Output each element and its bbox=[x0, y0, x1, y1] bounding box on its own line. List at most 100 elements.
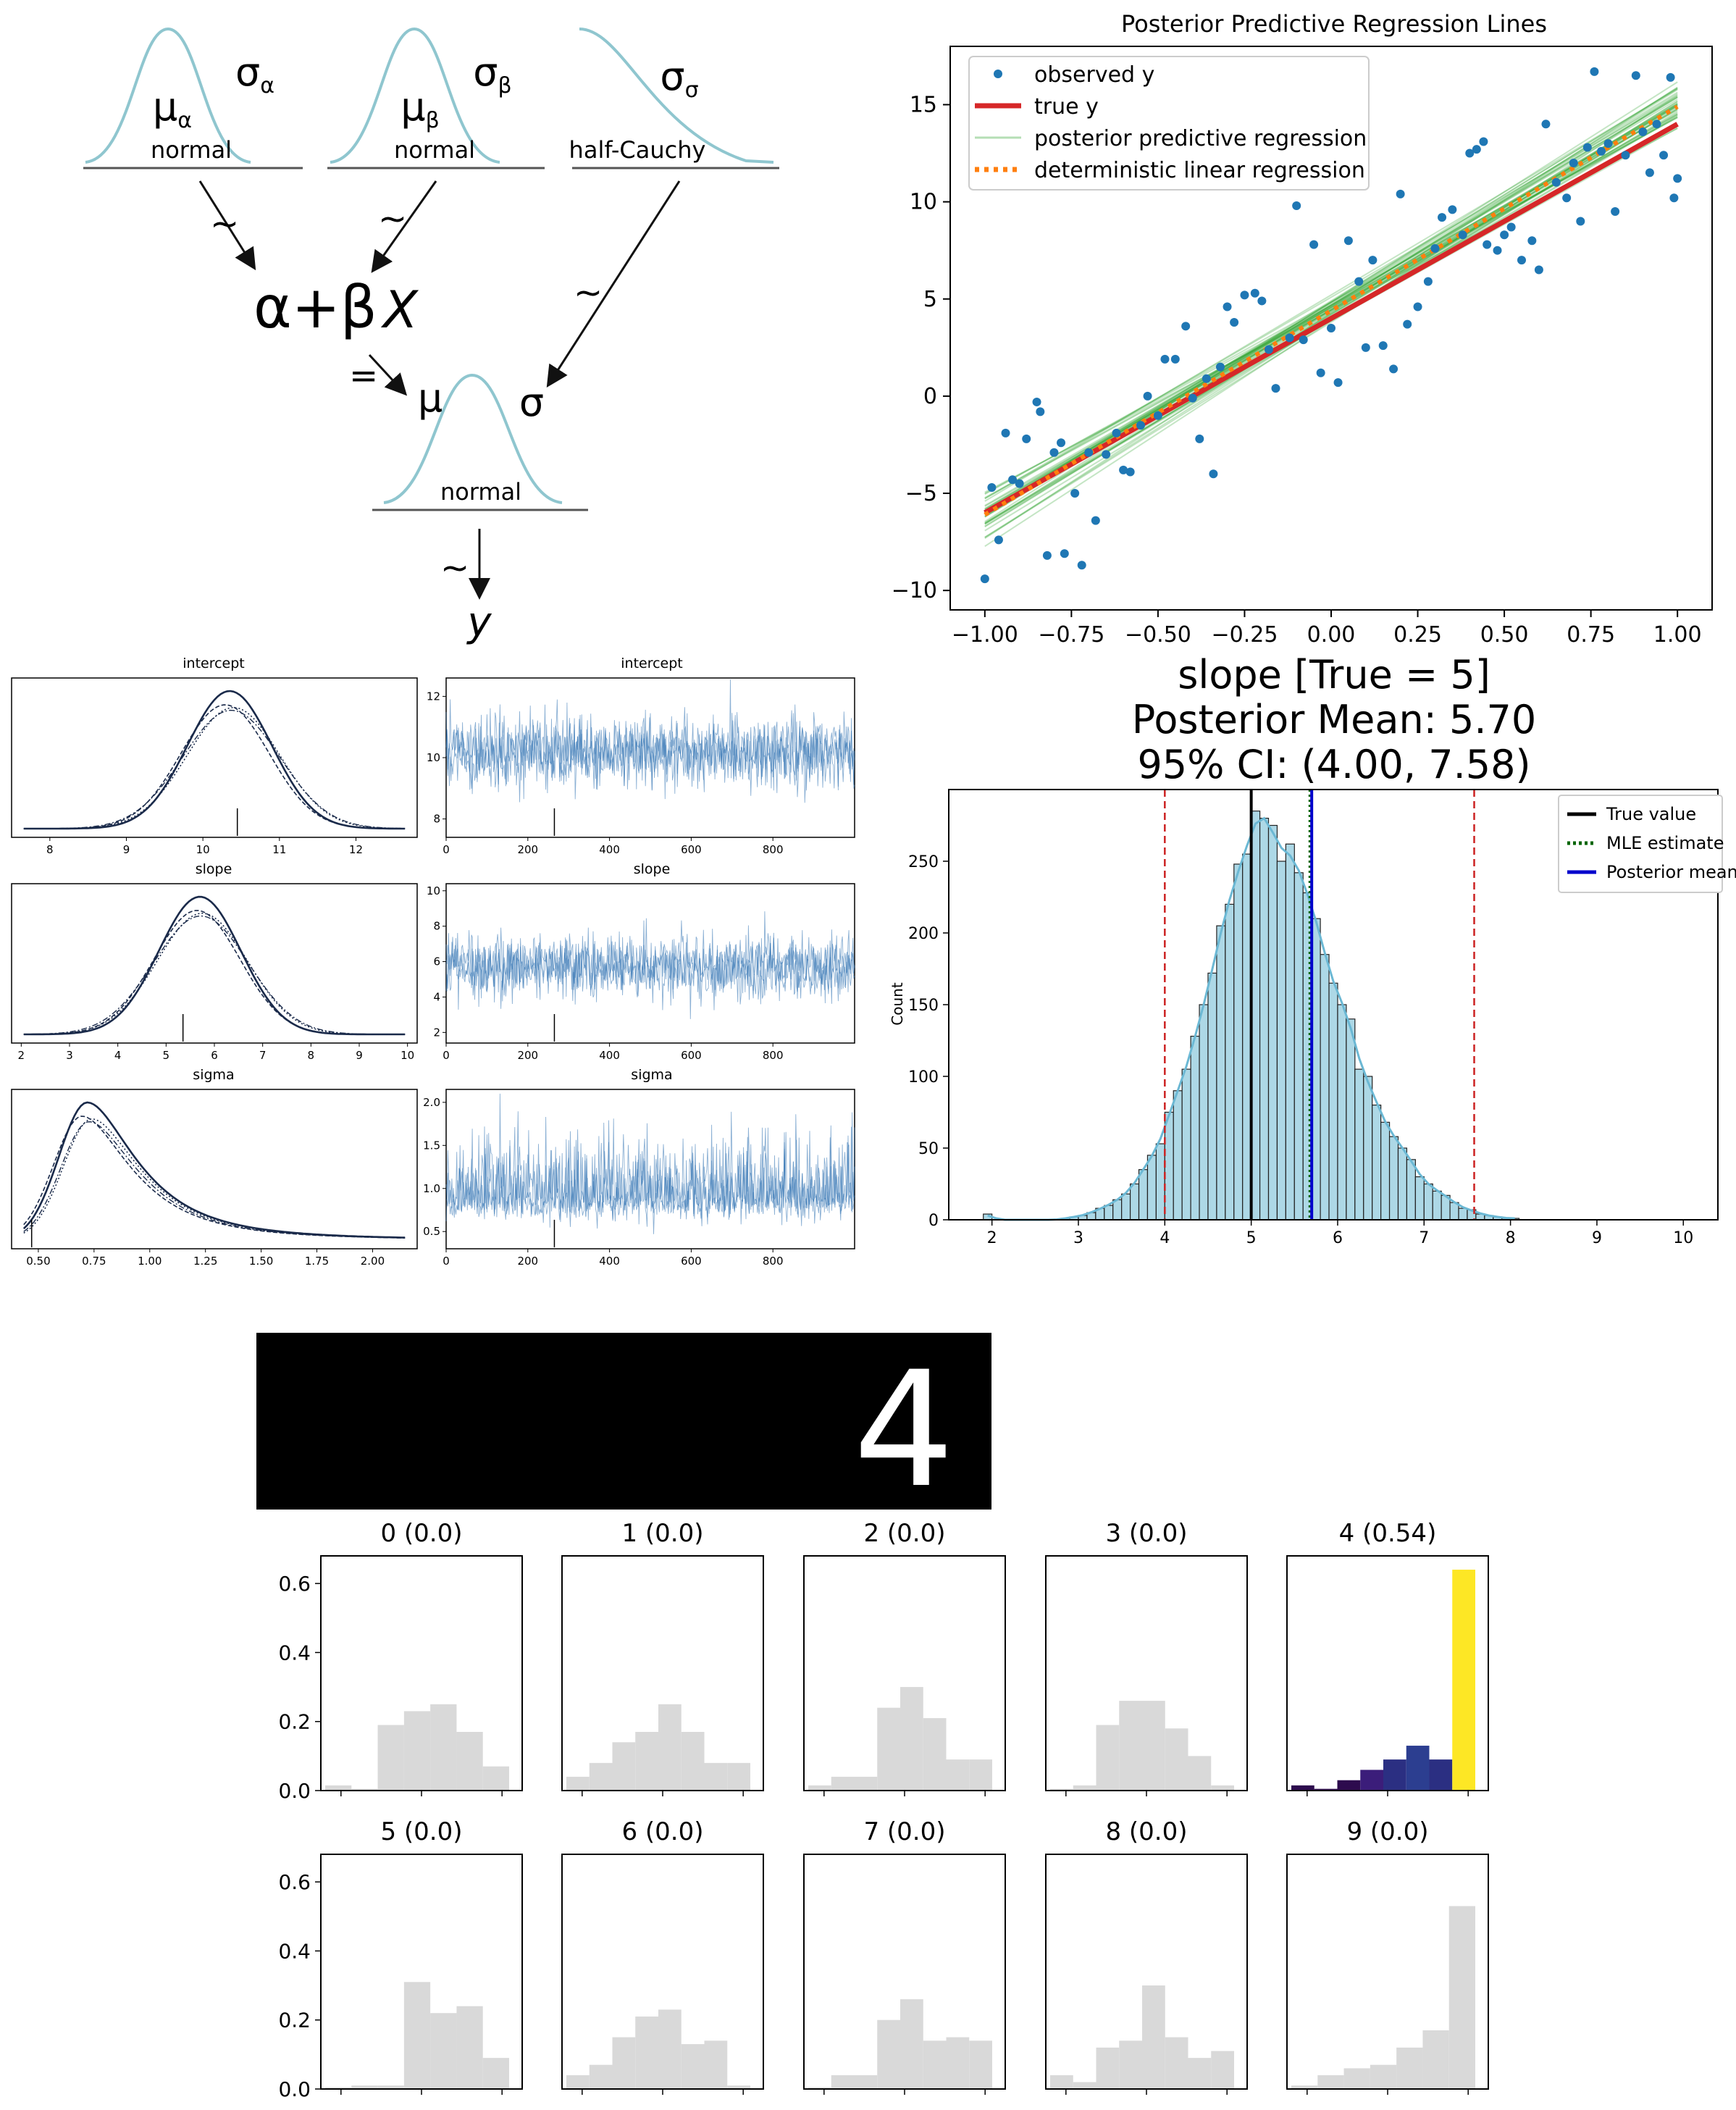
trace-density-xtick-label: 10 bbox=[401, 1049, 414, 1062]
trace-density-xtick-label: 9 bbox=[123, 843, 130, 856]
prediction-bar bbox=[658, 1704, 682, 1791]
prediction-panel-title: 7 (0.0) bbox=[863, 1817, 945, 1846]
hist-xtick-label: 7 bbox=[1419, 1229, 1429, 1247]
prediction-bar bbox=[877, 1707, 900, 1791]
hist-bar bbox=[1259, 817, 1270, 1221]
prediction-ytick-label: 0.4 bbox=[278, 1939, 311, 1963]
tilde-alpha: ~ bbox=[210, 204, 239, 244]
hist-bar bbox=[1267, 824, 1278, 1221]
observed-point bbox=[1202, 374, 1211, 383]
prediction-bar bbox=[1073, 1785, 1096, 1791]
prediction-bar bbox=[923, 1717, 947, 1791]
hist-bar bbox=[1155, 1143, 1165, 1221]
observed-point bbox=[1479, 137, 1488, 146]
prediction-bar bbox=[877, 2019, 900, 2089]
observed-point bbox=[1102, 450, 1111, 459]
prediction-bar bbox=[1165, 2037, 1188, 2089]
prediction-bar bbox=[946, 1759, 970, 1791]
prediction-bar bbox=[1119, 2040, 1142, 2089]
prediction-bar bbox=[635, 2016, 658, 2089]
trace-density-xtick-label: 0.50 bbox=[26, 1255, 50, 1268]
tilde-sigma: ~ bbox=[574, 272, 603, 313]
regression-title: Posterior Predictive Regression Lines bbox=[1121, 10, 1547, 38]
trace-samples-ytick-label: 10 bbox=[427, 884, 440, 897]
prediction-bar bbox=[1096, 2047, 1120, 2089]
observed-point bbox=[1423, 277, 1433, 286]
hist-bar bbox=[1285, 843, 1295, 1221]
prior-sigma-sigma: σσ bbox=[660, 54, 698, 103]
prior-sigma-curve bbox=[579, 28, 774, 164]
trace-density-curve bbox=[23, 690, 406, 830]
observed-point bbox=[1673, 174, 1682, 183]
deterministic-regression-line bbox=[984, 104, 1679, 517]
posterior-regression-line bbox=[984, 96, 1678, 514]
prediction-bar bbox=[1073, 2082, 1096, 2089]
observed-point bbox=[1143, 391, 1152, 401]
observed-point bbox=[1389, 364, 1399, 374]
regression-xtick-label: 0.25 bbox=[1393, 622, 1442, 648]
prediction-bar bbox=[1396, 2047, 1423, 2089]
trace-samples-xtick-label: 400 bbox=[599, 1049, 620, 1062]
trace-density-curve bbox=[23, 709, 406, 829]
prediction-bar bbox=[403, 1711, 431, 1791]
posterior-regression-line bbox=[984, 102, 1678, 511]
prediction-bar bbox=[1337, 1780, 1361, 1791]
hist-xtick-label: 9 bbox=[1592, 1229, 1602, 1247]
posterior-regression-line bbox=[984, 113, 1678, 507]
hist-bar bbox=[1406, 1159, 1416, 1221]
prediction-bar bbox=[612, 1742, 636, 1791]
observed-point bbox=[1517, 256, 1526, 265]
regression-xtick-label: −0.75 bbox=[1038, 622, 1104, 648]
observed-point bbox=[1430, 244, 1440, 254]
observed-point bbox=[1378, 341, 1388, 351]
observed-point bbox=[1230, 317, 1239, 327]
trace-density-curve bbox=[23, 895, 406, 1036]
trace-density-xtick-label: 2 bbox=[18, 1049, 25, 1062]
observed-point bbox=[1188, 393, 1197, 403]
observed-point bbox=[1527, 236, 1537, 246]
prediction-bar bbox=[727, 2085, 750, 2089]
prediction-bar bbox=[969, 2040, 992, 2089]
observed-point bbox=[1049, 448, 1059, 457]
observed-point bbox=[994, 535, 1003, 545]
observed-point bbox=[1125, 467, 1135, 477]
prediction-ytick-label: 0.0 bbox=[278, 2077, 311, 2101]
observed-point bbox=[1091, 516, 1100, 525]
prediction-ytick-label: 0.4 bbox=[278, 1641, 311, 1665]
trace-density-xtick-label: 2.00 bbox=[361, 1255, 385, 1268]
prediction-ytick-label: 0.2 bbox=[278, 1710, 311, 1734]
prediction-ytick-label: 0.2 bbox=[278, 2009, 311, 2032]
observed-point bbox=[1361, 343, 1370, 352]
trace-samples-xtick-label: 200 bbox=[517, 843, 538, 856]
observed-point bbox=[1209, 469, 1218, 479]
hist-bar bbox=[1328, 982, 1338, 1221]
trace-samples-xtick-label: 0 bbox=[443, 1255, 450, 1268]
posterior-regression-line bbox=[984, 95, 1678, 500]
hist-ytick-label: 200 bbox=[908, 925, 939, 943]
trace-density-xtick-label: 0.75 bbox=[82, 1255, 106, 1268]
posterior-regression-line bbox=[984, 96, 1678, 514]
prediction-bar bbox=[589, 2064, 613, 2089]
tilde-y: ~ bbox=[440, 548, 469, 588]
trace-density-xtick-label: 10 bbox=[196, 843, 210, 856]
observed-point bbox=[1458, 230, 1467, 240]
prediction-bar bbox=[456, 2006, 483, 2089]
prediction-bar bbox=[1422, 2030, 1449, 2089]
trace-samples-ytick-label: 2 bbox=[433, 1026, 440, 1039]
hist-subtitle-mean: Posterior Mean: 5.70 bbox=[1132, 697, 1537, 742]
observed-point bbox=[1070, 489, 1080, 498]
observed-point bbox=[1500, 230, 1509, 240]
prediction-bar bbox=[325, 1785, 352, 1791]
regression-xtick-label: −0.50 bbox=[1125, 622, 1191, 648]
observed-point bbox=[1611, 207, 1620, 217]
prediction-bar bbox=[831, 1776, 855, 1791]
prediction-bar bbox=[482, 2058, 509, 2089]
trace-density-xtick-label: 3 bbox=[66, 1049, 73, 1062]
posterior-regression-line bbox=[984, 91, 1678, 514]
hist-bar bbox=[1199, 1004, 1209, 1221]
observed-point bbox=[1136, 421, 1145, 430]
hist-ytick-label: 150 bbox=[908, 997, 939, 1015]
trace-samples-ytick-label: 1.5 bbox=[423, 1139, 440, 1152]
observed-point bbox=[1309, 240, 1319, 249]
prediction-bar bbox=[658, 2009, 682, 2089]
